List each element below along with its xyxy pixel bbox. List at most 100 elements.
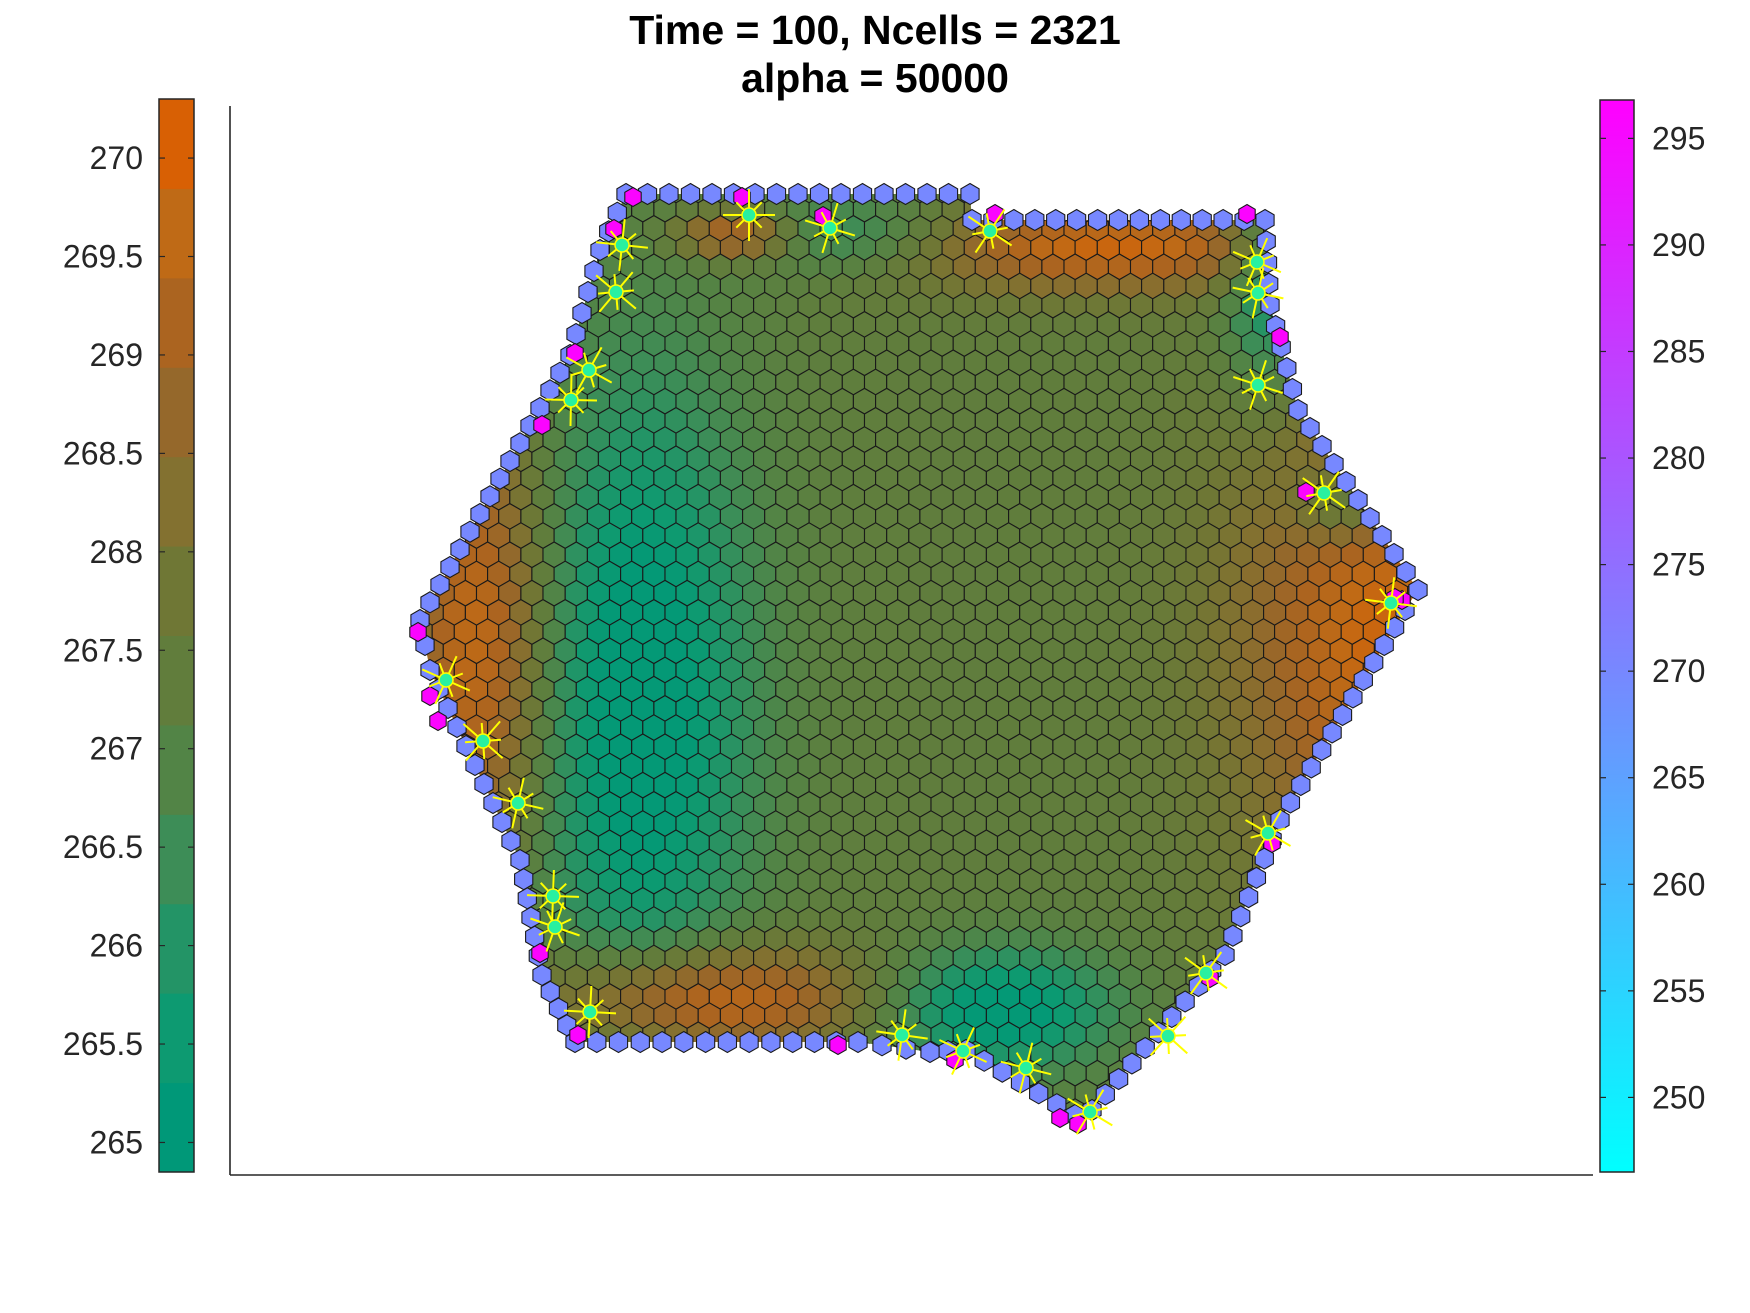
tissue-cell [420, 194, 444, 204]
tissue-cell [1307, 194, 1331, 204]
left-colorbar-band [159, 367, 194, 458]
tissue-cell [1330, 1137, 1352, 1163]
tissue-cell [1419, 408, 1441, 434]
boundary-cell [1135, 1036, 1155, 1060]
tissue-cell [1396, 483, 1418, 511]
tissue-cell [587, 1156, 609, 1182]
tissue-cell [1296, 963, 1320, 991]
tissue-cell [475, 234, 500, 262]
tissue-cell [709, 1176, 731, 1202]
tissue-cell [1373, 829, 1398, 857]
tissue-cell [1152, 194, 1176, 204]
tissue-cell [1240, 944, 1265, 972]
tissue-cell [1129, 1098, 1154, 1115]
boundary-cell [430, 573, 450, 596]
tissue-cell [1274, 1002, 1298, 1030]
tissue-cell [1419, 945, 1441, 971]
tissue-cell [1340, 848, 1364, 876]
tissue-cell [1319, 1118, 1341, 1144]
tissue-cell [1407, 963, 1418, 991]
tissue-cell [420, 944, 444, 972]
tissue-cell [475, 426, 500, 454]
tissue-cell [1307, 1059, 1331, 1087]
tissue-cell [1384, 464, 1409, 492]
force-marker [1244, 809, 1292, 857]
tissue-cell [442, 790, 466, 818]
tissue-cell [487, 368, 511, 396]
tissue-cell [420, 1059, 422, 1087]
tissue-cell [453, 195, 478, 223]
boundary-cell [1384, 542, 1404, 566]
tissue-cell [654, 1118, 676, 1144]
tissue-cell [764, 1078, 788, 1106]
left-colorbar-tick-label: 270 [90, 140, 143, 176]
tissue-cell [1419, 753, 1441, 779]
tissue-cell [1463, 254, 1485, 280]
boundary-cell [761, 1030, 781, 1054]
tissue-cell [998, 1137, 1020, 1163]
tissue-cell [897, 1078, 921, 1106]
tissue-cell [1430, 811, 1452, 837]
boundary-cell [938, 182, 959, 206]
tissue-cell [1430, 273, 1452, 299]
tissue-cell [952, 1098, 976, 1115]
tissue-cell [509, 330, 533, 358]
tissue-cell [520, 195, 544, 223]
tissue-cell [1218, 982, 1242, 1010]
tissue-cell [865, 1176, 887, 1202]
boundary-cell [460, 520, 480, 543]
tissue-cell [654, 1156, 676, 1182]
tissue-cell [776, 1137, 798, 1163]
boundary-cell [809, 182, 830, 206]
tissue-cell [1296, 886, 1320, 914]
tissue-cell [1430, 1080, 1452, 1106]
tissue-cell [1107, 194, 1132, 204]
boundary-cell [1150, 208, 1171, 232]
boundary-cell [566, 322, 586, 346]
tissue-cell [675, 1078, 699, 1106]
tissue-cell [1319, 1156, 1341, 1182]
tissue-cell [1274, 886, 1298, 914]
tissue-cell [488, 1137, 510, 1163]
tissue-cell [487, 291, 511, 319]
tissue-cell [1351, 194, 1375, 204]
tissue-cell [597, 1059, 622, 1087]
tissue-cell [920, 1156, 942, 1182]
tissue-cell [1251, 1002, 1276, 1030]
tissue-cell [420, 272, 433, 300]
tissue-cell [1441, 1137, 1463, 1163]
tissue-cell [453, 349, 478, 377]
tissue-cell [1329, 330, 1353, 358]
tissue-cell [575, 1098, 599, 1115]
tissue-cell [509, 1059, 533, 1087]
boundary-cell [659, 182, 679, 206]
tissue-cell [1463, 715, 1485, 741]
tissue-cell [420, 368, 444, 396]
tissue-cell [1373, 714, 1398, 742]
tissue-cell [1407, 733, 1418, 761]
tissue-cell [1340, 272, 1364, 300]
tissue-cell [1041, 194, 1065, 204]
tissue-cell [498, 886, 522, 914]
tissue-cell [1373, 406, 1398, 434]
tissue-cell [1196, 1059, 1220, 1087]
tissue-cell [509, 253, 533, 281]
tissue-cell [498, 195, 522, 223]
tissue-cell [908, 1059, 932, 1087]
tissue-cell [1307, 944, 1331, 972]
tissue-cell [1384, 234, 1409, 262]
corner-cell [829, 1034, 847, 1056]
tissue-cell [554, 1176, 576, 1202]
tissue-cell [1318, 925, 1342, 953]
tissue-cell [1463, 945, 1485, 971]
force-marker-center [582, 1004, 598, 1020]
tissue-cell [575, 1059, 599, 1087]
tissue-cell [1263, 867, 1287, 895]
tissue-cell [1474, 811, 1496, 837]
tissue-cell [975, 1137, 997, 1163]
tissue-cell [1064, 1137, 1086, 1163]
boundary-cell [438, 696, 458, 720]
left-colorbar-tick-label: 266 [90, 928, 143, 964]
tissue-cell [908, 1098, 932, 1115]
tissue-cell [1474, 772, 1496, 798]
